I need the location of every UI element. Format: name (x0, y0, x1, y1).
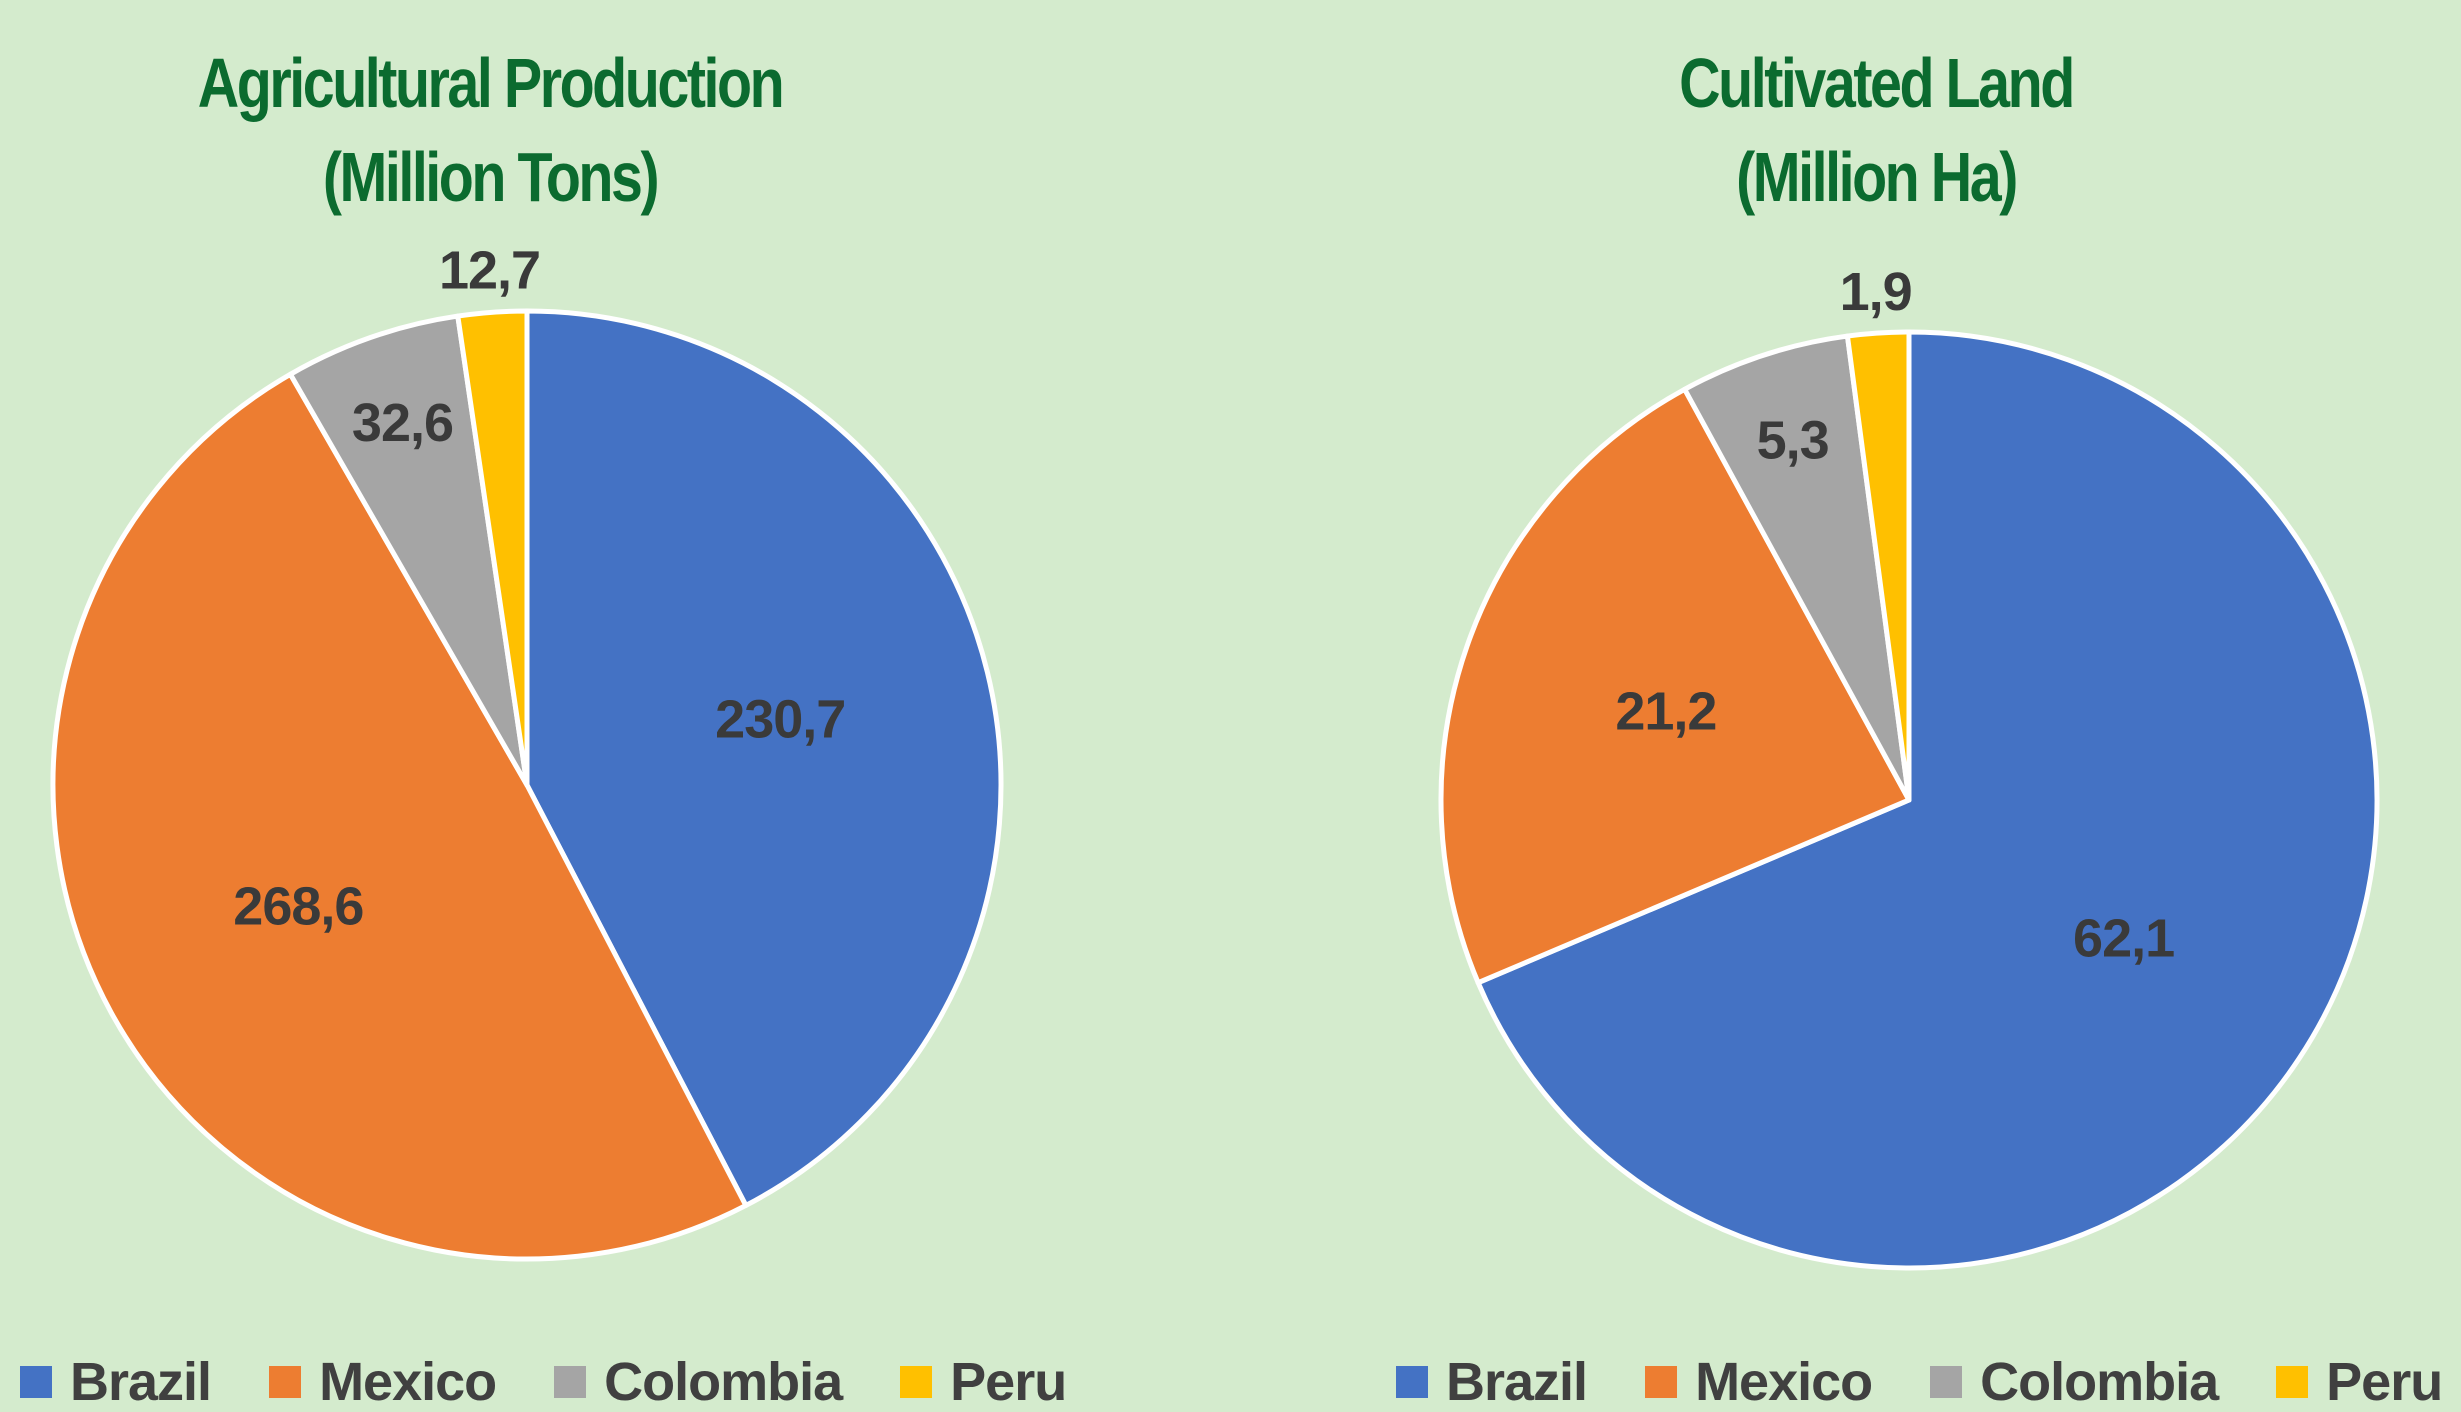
data-label: 32,6 (352, 393, 453, 453)
legend-item: Brazil (20, 1352, 212, 1412)
legend-swatch (20, 1366, 52, 1398)
legend-label: Mexico (319, 1352, 497, 1412)
pie-slice (455, 308, 530, 788)
legend-item: Colombia (1930, 1352, 2219, 1412)
data-label: 1,9 (1840, 262, 1912, 322)
pie-slice (1475, 329, 2380, 1271)
legend-swatch (1930, 1366, 1963, 1398)
legend-label: Peru (2326, 1352, 2443, 1412)
legend-item: Mexico (1645, 1352, 1873, 1412)
chart-title: Cultivated Land (Million Ha) (1679, 44, 2075, 216)
legend-swatch (269, 1366, 302, 1398)
data-label: 62,1 (2073, 908, 2174, 968)
legend-swatch (900, 1366, 933, 1398)
pie-slice (50, 371, 749, 1262)
legend-swatch (554, 1366, 587, 1398)
data-label: 12,7 (439, 241, 540, 301)
pie-slice (287, 313, 530, 788)
pie-slice (1682, 333, 1912, 803)
legend-swatch (1396, 1366, 1428, 1398)
legend: Brazil Mexico Colombia Peru (20, 1352, 1124, 1412)
legend-label: Mexico (1695, 1352, 1873, 1412)
legend-swatch (2276, 1366, 2309, 1398)
legend-item: Mexico (269, 1352, 497, 1412)
data-label: 21,2 (1615, 682, 1716, 742)
legend-label: Peru (950, 1352, 1067, 1412)
data-label: 268,6 (233, 877, 363, 937)
legend-label: Brazil (1446, 1352, 1588, 1412)
legend-item: Peru (2276, 1352, 2443, 1412)
data-label: 5,3 (1757, 410, 1829, 470)
pie-slice (1844, 329, 1912, 803)
pie-slice (524, 308, 1004, 1208)
legend-item: Peru (900, 1352, 1067, 1412)
pie-slice (1438, 386, 1912, 986)
data-label: 230,7 (715, 689, 845, 749)
legend-item: Brazil (1396, 1352, 1588, 1412)
legend-swatch (1645, 1366, 1678, 1398)
legend-label: Colombia (604, 1352, 843, 1412)
chart-title: Agricultural Production (Million Tons) (197, 44, 785, 216)
legend-label: Colombia (1980, 1352, 2219, 1412)
legend-item: Colombia (554, 1352, 843, 1412)
legend: Brazil Mexico Colombia Peru (1396, 1352, 2461, 1412)
legend-label: Brazil (70, 1352, 212, 1412)
